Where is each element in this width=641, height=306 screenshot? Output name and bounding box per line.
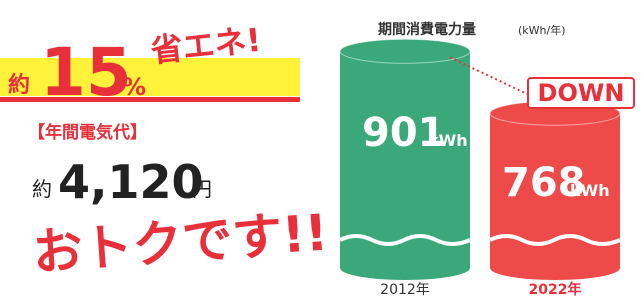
cost-unit: 円 <box>192 177 212 201</box>
value-unit: kWh <box>428 131 468 150</box>
badge-unit: % <box>122 73 146 101</box>
annotation: DOWN <box>538 79 625 107</box>
cylinder-top <box>340 39 470 63</box>
badge-prefix: 約 <box>8 72 30 98</box>
cylinder-base <box>490 256 620 280</box>
slogan: おトクです!! <box>31 203 330 281</box>
chart-title: 期間消費電力量 <box>378 21 476 38</box>
cost-prefix: 約 <box>32 177 52 201</box>
badge-number: 15 <box>40 34 132 111</box>
category-label: 2022年 <box>529 281 582 298</box>
chart-unit: (kWh/年) <box>518 23 566 37</box>
infographic: 約 15 % 省エネ! 【年間電気代】 約 4,120 円 おトクです!! 期間… <box>0 0 641 302</box>
cost-label: 【年間電気代】 <box>28 122 147 143</box>
value-unit: kWh <box>570 181 610 200</box>
category-label: 2012年 <box>380 282 430 298</box>
cost-amount: 4,120 <box>58 155 204 209</box>
cylinder-base <box>340 256 470 280</box>
